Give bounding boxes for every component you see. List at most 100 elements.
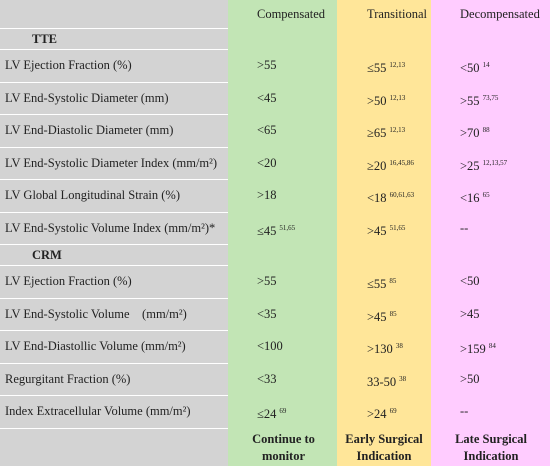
reference: 51,65 [389,223,406,232]
row-separator [0,362,228,364]
value-cell: ≤24 69 [257,403,286,422]
value-text: <65 [257,123,277,137]
decompensated-column [431,0,550,466]
value-text: ≤45 [257,223,277,238]
column-header: Transitional [367,7,427,21]
reference: 38 [395,342,403,350]
compensated-column [228,0,337,466]
transitional-column [337,0,431,466]
value-cell: >18 [257,187,277,203]
value-text: <35 [257,306,277,321]
recommendation: Continue to monitor [252,431,315,463]
value-cell: <50 14 [460,57,490,76]
value-text: >55 [257,58,277,72]
row-separator [0,427,228,429]
row-separator [0,297,228,299]
label-column [0,0,228,466]
value-cell: ≤45 51,65 [257,220,295,239]
value-cell: <100 [257,338,283,354]
value-cell: ≥65 12,13 [367,122,405,141]
value-cell: ≤55 85 [367,273,396,292]
row-separator [0,81,228,83]
value-cell: >50 [460,371,480,387]
value-text: <20 [257,155,277,170]
value-cell: ≥20 16,45,86 [367,155,414,174]
row-separator [0,244,228,245]
recommendation: Early Surgical Indication [345,431,423,463]
reference: 85 [389,277,397,285]
value-text: >55 [460,93,480,108]
value-cell: <33 [257,371,277,387]
value-text: ≥65 [367,126,387,140]
row-label: LV Ejection Fraction (%) [5,274,132,288]
value-cell: <35 [257,306,277,322]
value-text: >45 [460,306,480,321]
value-text: <33 [257,371,277,386]
value-text: >18 [257,188,277,202]
reference: 12,13,57 [482,158,508,167]
row-label: LV Global Longitudinal Strain (%) [5,188,180,202]
reference: 16,45,86 [389,158,414,167]
row-label: LV End-Systolic Volume Index (mm/m²)* [5,220,216,235]
value-text: >25 [460,158,480,173]
value-text: <100 [257,339,283,353]
value-text: >45 [367,309,387,324]
reference: 65 [482,191,490,199]
value-cell: <65 [257,122,277,138]
value-text: >50 [460,371,480,386]
row-separator [0,211,228,213]
value-text: ≤55 [367,277,387,291]
reference: 84 [488,342,496,350]
section-title: CRM [32,248,62,262]
value-text: -- [460,220,469,235]
reference: 88 [482,126,490,134]
value-text: -- [460,404,469,418]
value-text: ≤24 [257,407,277,421]
reference: 69 [389,407,397,415]
value-text: ≥20 [367,158,387,173]
value-cell: <50 [460,273,480,289]
value-text: <45 [257,90,277,105]
row-separator [0,179,228,180]
value-cell: -- [460,220,468,236]
reference: 14 [482,61,490,69]
value-text: <16 [460,191,480,205]
row-label: Index Extracellular Volume (mm/m²) [5,404,191,418]
row-label: LV End-Diastolic Diameter (mm) [5,123,174,137]
value-text: >55 [257,274,277,288]
value-cell: >25 12,13,57 [460,155,507,174]
column-header: Decompensated [460,7,540,21]
value-cell: <20 [257,155,277,171]
reference: 73,75 [482,93,499,102]
row-separator [0,28,228,29]
value-text: <50 [460,61,480,75]
row-separator [0,49,228,50]
value-cell: ≤55 12,13 [367,57,405,76]
row-label: LV End-Diastollic Volume (mm/m²) [5,339,186,353]
reference: 60,61,63 [389,191,415,199]
value-cell: >70 88 [460,122,490,141]
row-separator [0,114,228,115]
reference: 12,13 [389,93,406,102]
value-text: >70 [460,126,480,140]
value-text: >159 [460,342,486,356]
value-cell: >55 [257,57,277,73]
value-cell: >45 51,65 [367,220,405,239]
row-separator [0,395,228,396]
recommendation: Late Surgical Indication [455,431,527,463]
column-header: Compensated [257,7,326,21]
reference: 12,13 [389,61,406,69]
value-text: 33-50 [367,374,397,389]
value-cell: >55 [257,273,277,289]
row-label: LV End-Systolic Diameter (mm) [5,90,169,105]
row-label: LV End-Systolic Diameter Index (mm/m²) [5,155,218,170]
reference: 12,13 [389,126,406,134]
value-cell: <45 [257,90,277,106]
value-cell: <16 65 [460,187,490,206]
value-text: >24 [367,407,387,421]
value-text: ≤55 [367,61,387,75]
row-label: LV End-Systolic Volume (mm/m²) [5,306,187,321]
value-cell: >55 73,75 [460,90,498,109]
value-cell: >45 [460,306,480,322]
